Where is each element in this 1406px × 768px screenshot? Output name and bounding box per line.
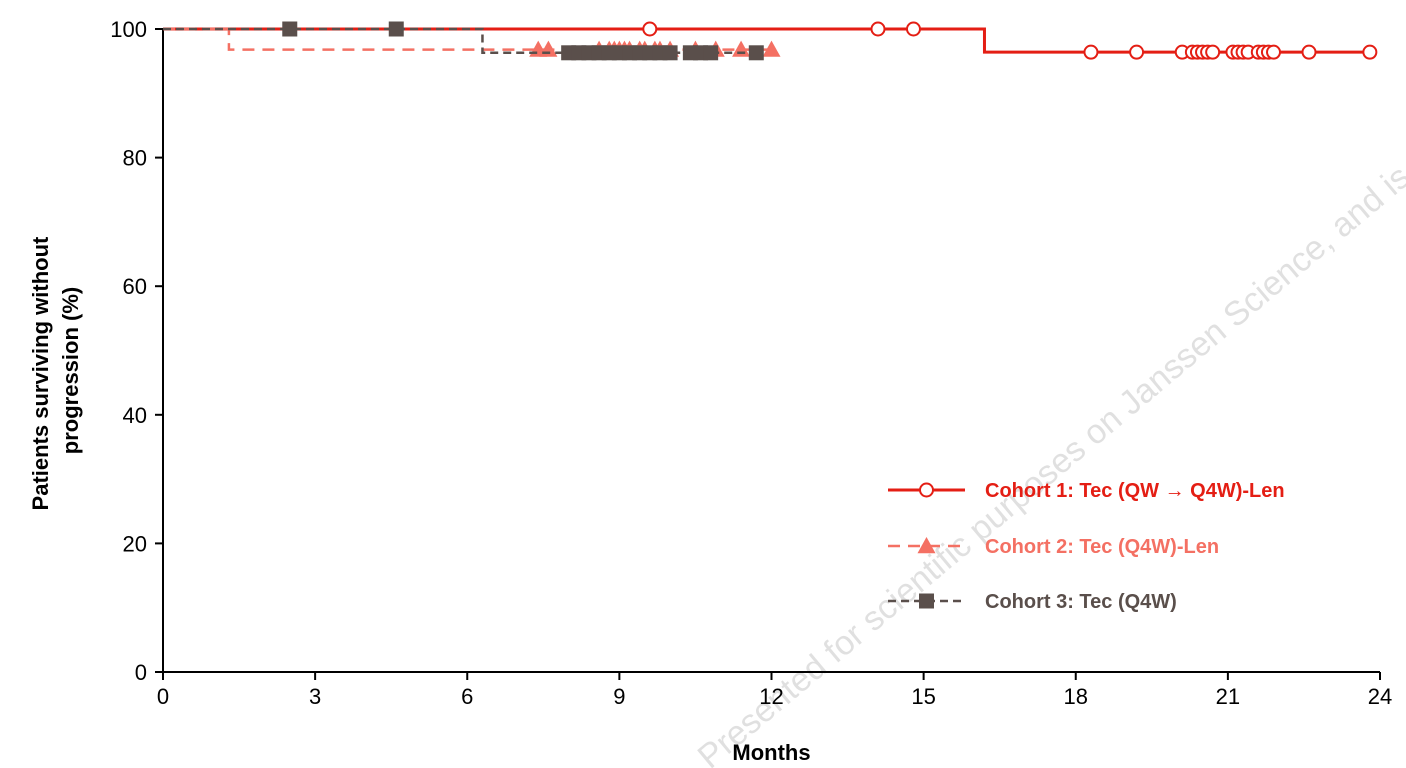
- censor-mark-cohort-1: [1301, 44, 1317, 60]
- watermark: Presented for scientific purposes on Jan…: [691, 121, 1406, 768]
- ticks: 0 3 6 9 12 15 18 21 24 0 20 40 60 80 100: [110, 17, 1392, 709]
- censor-mark-cohort-3: [388, 21, 404, 37]
- legend: Cohort 1: Tec (QW → Q4W)-Len Cohort 2: Te…: [888, 480, 1285, 613]
- series-cohort-1: [163, 21, 1378, 60]
- censor-mark-cohort-1: [1362, 44, 1378, 60]
- x-tick-label: 0: [157, 684, 169, 709]
- survival-curve-cohort-3: [163, 27, 757, 55]
- x-tick-label: 3: [309, 684, 321, 709]
- x-tick-label: 9: [613, 684, 625, 709]
- y-axis-title: Patients surviving without progression (…: [28, 231, 83, 511]
- censor-mark-cohort-1: [1266, 44, 1282, 60]
- x-tick-label: 15: [911, 684, 935, 709]
- legend-marker-cohort-2: [917, 537, 936, 554]
- series: [163, 21, 1378, 61]
- x-tick-label: 12: [759, 684, 783, 709]
- censor-mark-cohort-1: [1083, 44, 1099, 60]
- censor-mark-cohort-2: [732, 40, 751, 57]
- x-tick-label: 24: [1368, 684, 1392, 709]
- y-tick-label: 20: [123, 531, 147, 556]
- y-tick-label: 80: [123, 146, 147, 171]
- x-tick-label: 18: [1064, 684, 1088, 709]
- watermark-text: Presented for scientific purposes on Jan…: [691, 121, 1406, 768]
- censor-mark-cohort-1: [870, 21, 886, 37]
- censor-mark-cohort-1: [1129, 44, 1145, 60]
- censor-mark-cohort-1: [1205, 44, 1221, 60]
- legend-marker-cohort-3: [919, 593, 934, 609]
- censor-mark-cohort-3: [282, 21, 298, 37]
- y-tick-label: 0: [135, 660, 147, 685]
- y-tick-label: 100: [110, 17, 147, 42]
- legend-marker-cohort-1: [919, 482, 934, 498]
- legend-item-cohort-3: Cohort 3: Tec (Q4W): [888, 591, 1177, 613]
- x-tick-label: 6: [461, 684, 473, 709]
- censor-mark-cohort-3: [662, 45, 678, 61]
- y-tick-label: 60: [123, 274, 147, 299]
- x-axis-title: Months: [732, 740, 810, 765]
- legend-item-cohort-1: Cohort 1: Tec (QW → Q4W)-Len: [888, 480, 1285, 502]
- legend-item-cohort-2: Cohort 2: Tec (Q4W)-Len: [888, 536, 1219, 558]
- x-tick-label: 21: [1216, 684, 1240, 709]
- legend-label-cohort-3: Cohort 3: Tec (Q4W): [985, 591, 1177, 613]
- legend-label-cohort-2: Cohort 2: Tec (Q4W)-Len: [985, 536, 1219, 558]
- y-tick-label: 40: [123, 403, 147, 428]
- censor-mark-cohort-3: [748, 45, 764, 61]
- censor-mark-cohort-3: [703, 45, 719, 61]
- legend-label-cohort-1: Cohort 1: Tec (QW → Q4W)-Len: [985, 480, 1285, 502]
- censor-mark-cohort-2: [762, 40, 781, 57]
- survival-curve-cohort-2: [163, 27, 772, 51]
- series-cohort-3: [163, 21, 764, 61]
- y-axis-title-line-2: progression (%): [58, 287, 83, 454]
- y-axis-title-line-1: Patients surviving without: [28, 236, 53, 510]
- censor-mark-cohort-1: [905, 21, 921, 37]
- censor-mark-cohort-1: [642, 21, 658, 37]
